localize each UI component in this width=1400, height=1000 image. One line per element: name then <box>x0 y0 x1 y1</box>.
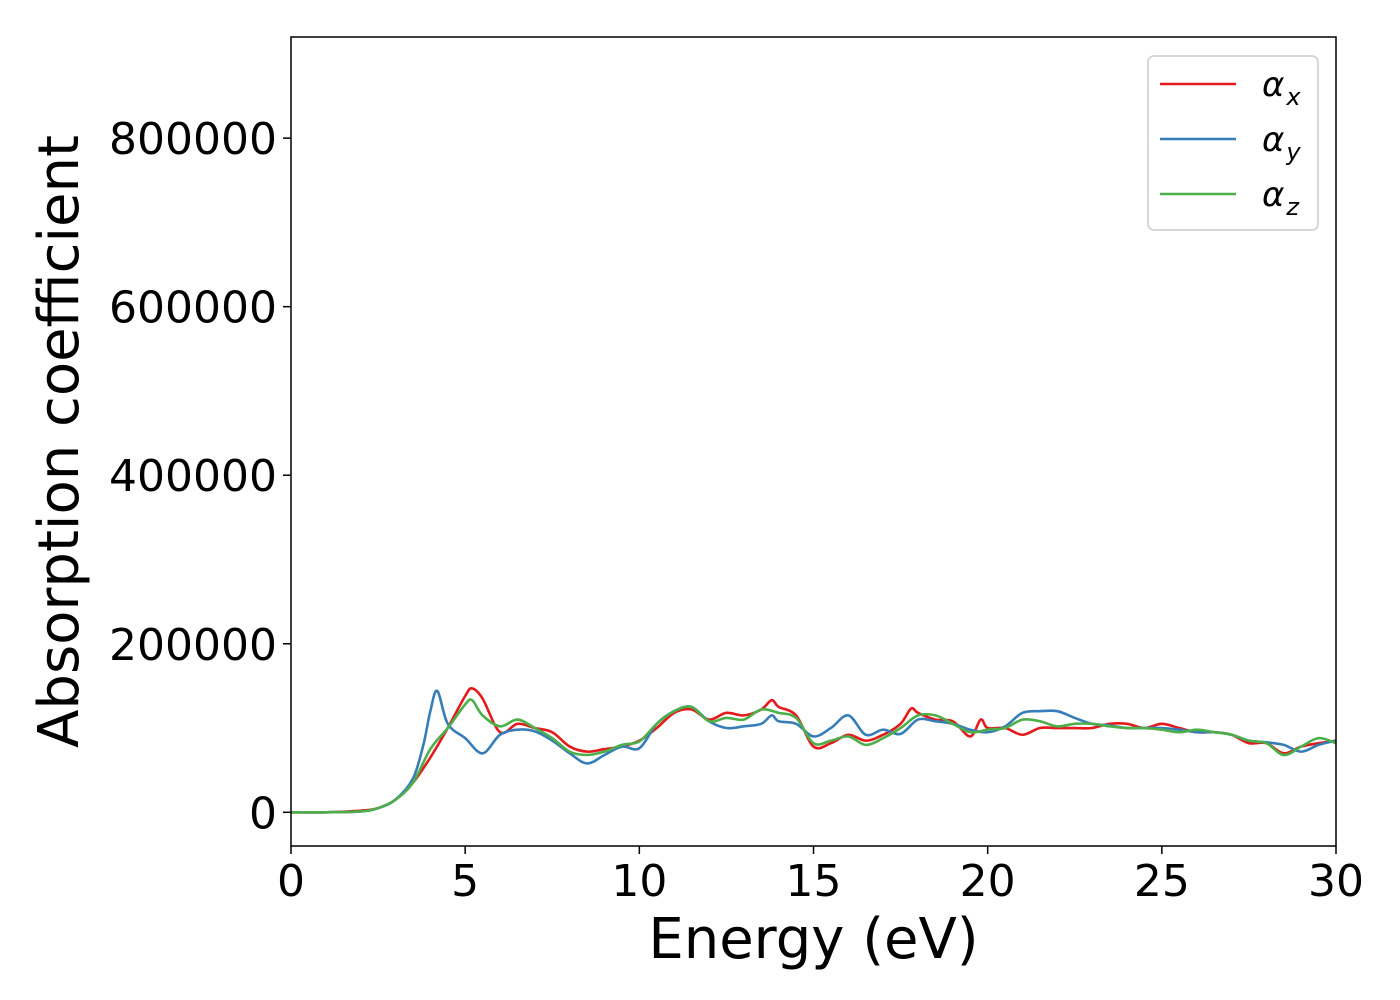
x-axis-label: Energy (eV) <box>648 907 978 972</box>
legend-entry-alpha-z: αz <box>1160 175 1300 221</box>
y-tick-label: 600000 <box>109 283 277 334</box>
x-tick-label: 25 <box>1134 856 1190 907</box>
x-tick-label: 15 <box>786 856 842 907</box>
series-line-alpha-y <box>291 689 1336 814</box>
legend-entry-alpha-x: αx <box>1160 65 1301 111</box>
x-tick-label: 10 <box>611 856 667 907</box>
y-tick-label: 800000 <box>109 114 277 165</box>
y-tick-label: 200000 <box>109 620 277 671</box>
legend-box <box>1147 55 1319 231</box>
legend-label: αz <box>1262 175 1300 221</box>
y-tick-label: 400000 <box>109 451 277 502</box>
legend-entry-alpha-y: αy <box>1160 120 1301 166</box>
series-line-alpha-z <box>291 698 1336 814</box>
x-tick-label: 0 <box>277 856 305 907</box>
x-tick-label: 5 <box>451 856 479 907</box>
legend-label: αx <box>1262 65 1301 111</box>
legend-label: αy <box>1262 120 1301 166</box>
ticks-layer: 0 5 10 15 20 25 30 0 200000 400000 600000 800000 <box>109 114 1364 907</box>
series-layer <box>291 687 1336 814</box>
x-tick-label: 20 <box>960 856 1016 907</box>
y-tick-label: 0 <box>249 788 277 839</box>
y-axis-label: Absorption coefficient <box>27 135 92 748</box>
legend: αx αy αz <box>1147 55 1319 231</box>
x-tick-label: 30 <box>1308 856 1364 907</box>
series-line-alpha-x <box>291 687 1336 814</box>
